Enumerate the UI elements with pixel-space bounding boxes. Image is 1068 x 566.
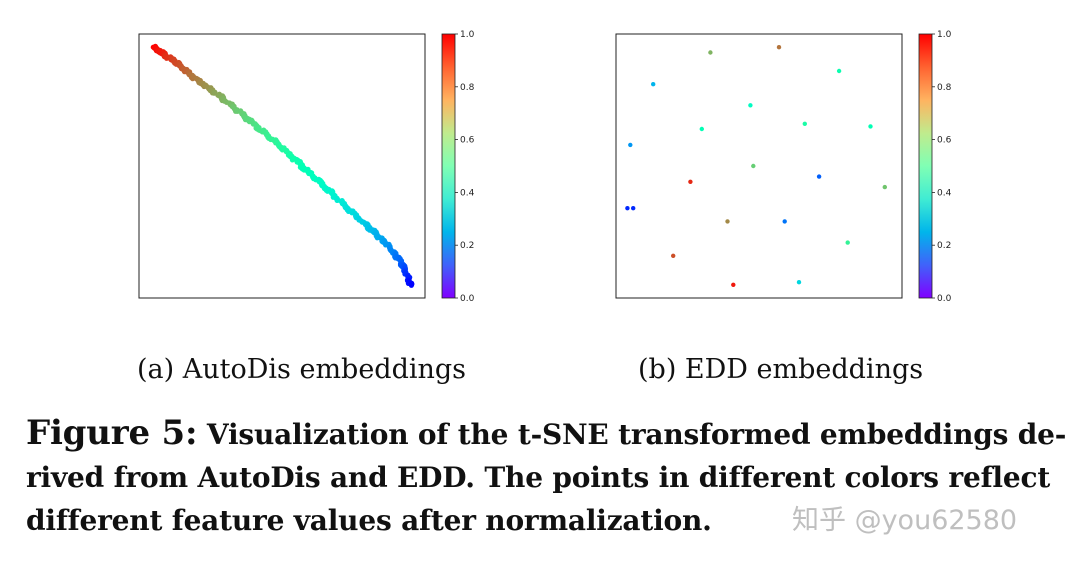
colorbar-b bbox=[918, 33, 933, 299]
scatter-point bbox=[836, 68, 842, 74]
subcaption-a: (a) AutoDis embeddings bbox=[137, 354, 467, 385]
colorbar-tick-label: 0.8 bbox=[937, 83, 952, 93]
colorbar-a bbox=[441, 33, 456, 299]
watermark: 知乎 @you62580 bbox=[792, 505, 1018, 536]
scatter-point bbox=[868, 124, 873, 129]
scatter-point bbox=[882, 184, 887, 190]
colorbar-tick-label: 0.4 bbox=[937, 188, 952, 198]
subcaption-b: (b) EDD embeddings bbox=[638, 354, 924, 385]
figure-panels: 0.0 0.2 0.4 0.6 0.8 1.0 0.0 0.2 0.4 0.6 0.8 1.0 bbox=[138, 30, 952, 304]
scatter-marks-a bbox=[150, 43, 415, 288]
plot-frame-a bbox=[138, 33, 426, 299]
colorbar-tick-label: 0.2 bbox=[937, 241, 951, 251]
figure-caption: Figure 5: Visualization of the t-SNE tra… bbox=[26, 412, 1066, 542]
colorbar-tick-label: 0.0 bbox=[937, 294, 952, 304]
scatter-marks-b bbox=[625, 45, 887, 287]
scatter-point bbox=[802, 121, 807, 127]
scatter-point bbox=[748, 103, 753, 108]
scatter-point bbox=[796, 280, 802, 285]
colorbar-tick-label: 0.2 bbox=[460, 241, 474, 251]
plot-frame-b bbox=[615, 33, 903, 299]
scatter-point bbox=[776, 45, 782, 50]
colorbar-ticks-b: 0.0 0.2 0.4 0.6 0.8 1.0 bbox=[932, 30, 952, 304]
scatter-point bbox=[671, 253, 676, 258]
colorbar-tick-label: 0.0 bbox=[460, 294, 475, 304]
caption-line-3: different feature values after normaliza… bbox=[26, 504, 712, 537]
scatter-point bbox=[708, 50, 713, 55]
caption-line-1: Figure 5: Visualization of the t-SNE tra… bbox=[26, 412, 1066, 456]
scatter-point bbox=[628, 142, 633, 148]
scatter-point bbox=[725, 219, 730, 224]
caption-text-1: Visualization of the t-SNE transformed e… bbox=[206, 418, 1067, 451]
figure-label: Figure 5: bbox=[26, 413, 198, 453]
colorbar-tick-label: 1.0 bbox=[937, 30, 952, 40]
colorbar-ticks-a: 0.0 0.2 0.4 0.6 0.8 1.0 bbox=[455, 30, 475, 304]
colorbar-tick-label: 1.0 bbox=[460, 30, 475, 40]
scatter-point bbox=[816, 174, 822, 179]
scatter-point bbox=[845, 240, 850, 245]
scatter-point bbox=[782, 219, 787, 224]
scatter-point bbox=[731, 282, 736, 287]
scatter-point bbox=[651, 82, 656, 87]
panel-a: 0.0 0.2 0.4 0.6 0.8 1.0 bbox=[138, 30, 475, 304]
colorbar-tick-label: 0.6 bbox=[460, 136, 475, 146]
curve-point bbox=[409, 281, 415, 287]
caption-line-2: rived from AutoDis and EDD. The points i… bbox=[26, 461, 1051, 494]
panel-b: 0.0 0.2 0.4 0.6 0.8 1.0 bbox=[615, 30, 952, 304]
colorbar-tick-label: 0.4 bbox=[460, 188, 475, 198]
colorbar-tick-label: 0.6 bbox=[937, 136, 952, 146]
scatter-point bbox=[699, 126, 704, 132]
scatter-point bbox=[631, 206, 636, 211]
colorbar-tick-label: 0.8 bbox=[460, 83, 475, 93]
scatter-point bbox=[688, 179, 693, 184]
scatter-point bbox=[751, 163, 756, 169]
scatter-point bbox=[625, 206, 630, 211]
